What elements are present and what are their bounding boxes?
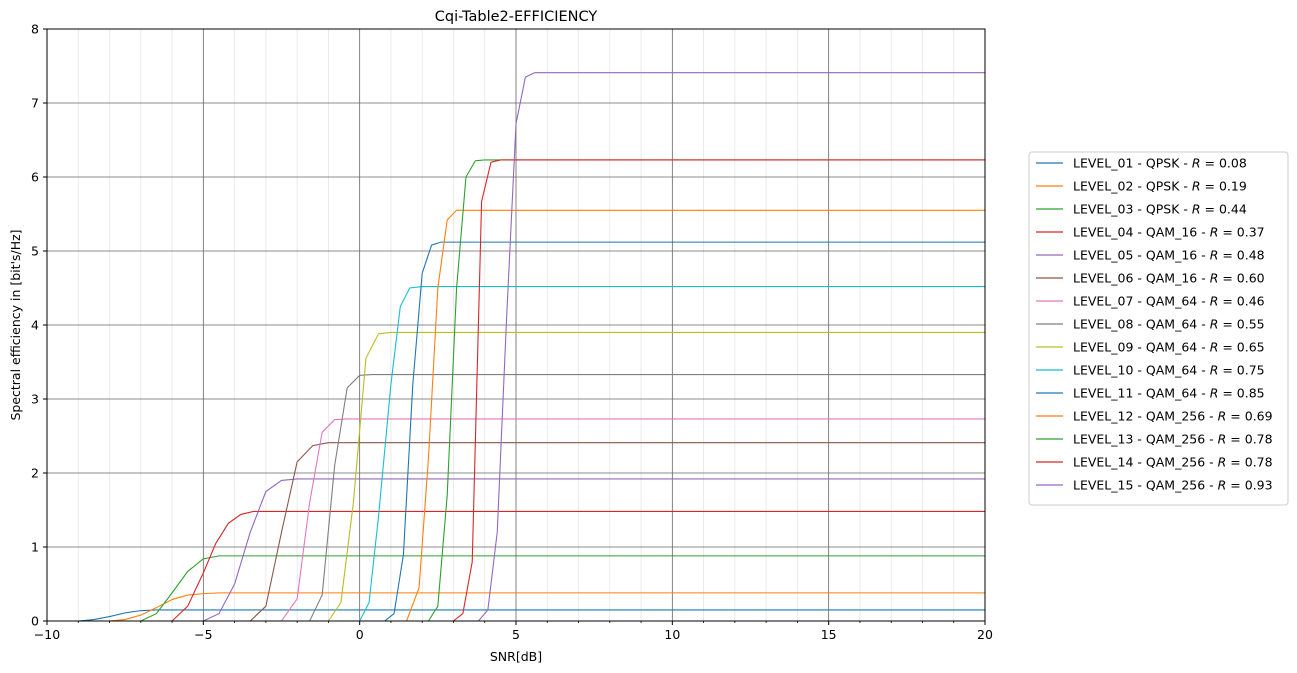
series-line [47,555,985,622]
legend-label: LEVEL_01 - QPSK - R = 0.08 [1073,156,1247,171]
x-tick-label: −5 [194,627,212,642]
legend-label: LEVEL_10 - QAM_64 - R = 0.75 [1073,363,1265,378]
legend-label: LEVEL_08 - QAM_64 - R = 0.55 [1073,317,1265,332]
y-tick-label: 3 [31,392,39,407]
series-line [47,241,985,622]
legend-label: LEVEL_15 - QAM_256 - R = 0.93 [1073,478,1273,493]
series-line [47,478,985,622]
legend-label: LEVEL_04 - QAM_16 - R = 0.37 [1073,225,1265,240]
axis-ticks: −10 −5 0 5 10 15 20 0 1 2 3 4 5 6 7 8 [31,22,993,643]
x-tick-label: 15 [821,627,837,642]
series-line [47,159,985,622]
y-tick-label: 5 [31,244,39,259]
x-axis-label: SNR[dB] [490,649,542,664]
legend-label: LEVEL_11 - QAM_64 - R = 0.85 [1073,386,1265,401]
legend-box [1028,151,1289,506]
legend-label: LEVEL_05 - QAM_16 - R = 0.48 [1073,248,1265,263]
x-tick-label: 10 [664,627,680,642]
series-line [47,285,985,622]
y-tick-label: 4 [31,318,39,333]
series-line [47,374,985,622]
legend-label: LEVEL_02 - QPSK - R = 0.19 [1073,179,1247,194]
x-tick-label: 0 [356,627,364,642]
legend-label: LEVEL_12 - QAM_256 - R = 0.69 [1073,409,1273,424]
legend-label: LEVEL_13 - QAM_256 - R = 0.78 [1073,432,1273,447]
series-line [47,72,985,622]
major-grid [46,28,986,622]
y-tick-label: 7 [31,96,39,111]
y-tick-label: 8 [31,22,39,37]
legend-label: LEVEL_03 - QPSK - R = 0.44 [1073,202,1247,217]
x-tick-label: −10 [34,627,60,642]
y-axis-label: Spectral efficiency in [bit's/Hz] [8,229,23,420]
series-line [47,418,985,622]
series-line [47,442,985,622]
x-tick-label: 5 [512,627,520,642]
series-line [47,159,985,622]
y-tick-label: 1 [31,540,39,555]
series-line [47,510,985,622]
legend: LEVEL_01 - QPSK - R = 0.08 LEVEL_02 - QPS… [1028,151,1289,506]
legend-label: LEVEL_09 - QAM_64 - R = 0.65 [1073,340,1265,355]
y-tick-label: 6 [31,170,39,185]
legend-label: LEVEL_07 - QAM_64 - R = 0.46 [1073,294,1265,309]
y-tick-label: 0 [31,614,39,629]
chart-title: Cqi-Table2-EFFICIENCY [435,9,598,25]
legend-label: LEVEL_06 - QAM_16 - R = 0.60 [1073,271,1265,286]
y-tick-label: 2 [31,466,39,481]
legend-label: LEVEL_14 - QAM_256 - R = 0.78 [1073,455,1273,470]
series-line [47,331,985,622]
series-lines [47,72,985,622]
x-tick-label: 20 [977,627,993,642]
